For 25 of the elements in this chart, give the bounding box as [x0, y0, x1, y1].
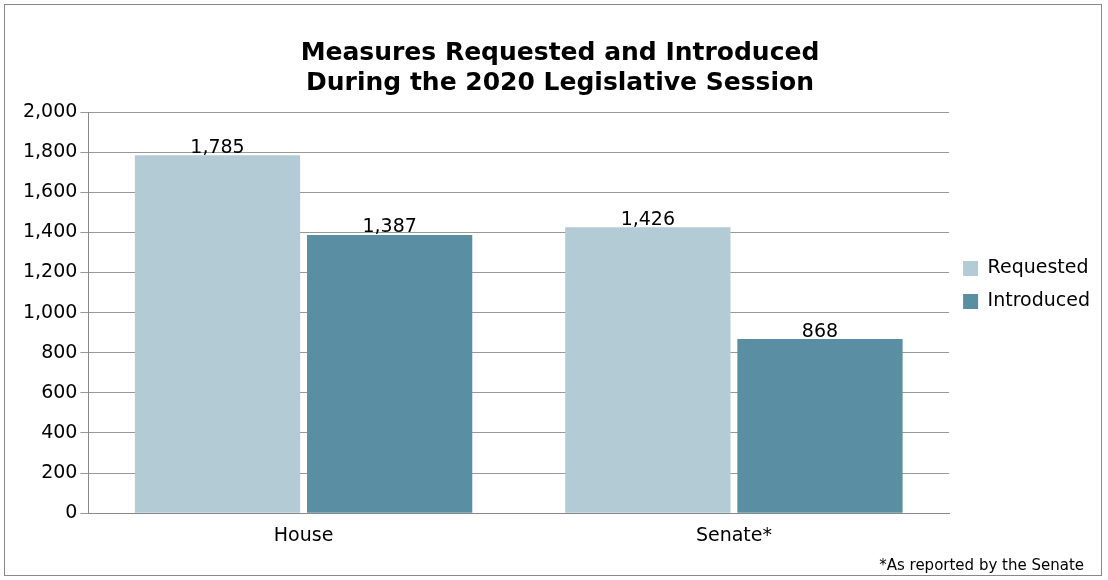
data-label: 1,387: [362, 214, 417, 237]
y-tick-label: 1,400: [22, 219, 78, 242]
chart-title: Measures Requested and Introduced During the 2020 Legislative Session: [300, 36, 820, 96]
y-tick-label: 1,200: [22, 259, 78, 282]
bar: [737, 339, 903, 513]
data-label: 1,426: [620, 206, 676, 229]
x-tick-label: House: [273, 522, 334, 545]
bar: [565, 227, 731, 513]
data-label: 1,785: [190, 134, 245, 157]
bar: [307, 234, 473, 513]
y-tick-label: 1,000: [22, 299, 78, 322]
y-tick-label: 800: [41, 339, 78, 362]
data-label: 868: [801, 318, 839, 341]
y-tick-label: 1,600: [22, 179, 78, 202]
legend-label: Requested: [987, 255, 1089, 278]
y-tick-label: 1,800: [22, 139, 78, 162]
bar: [134, 155, 301, 513]
y-tick-label: 200: [41, 460, 78, 483]
text: *As reported by the Senate: [879, 556, 1084, 574]
y-tick-label: 2,000: [22, 98, 78, 121]
y-tick-label: 400: [41, 419, 78, 442]
x-tick-label: Senate*: [695, 522, 772, 545]
y-tick-label: 0: [65, 500, 78, 523]
legend-label: Introduced: [987, 288, 1091, 311]
y-tick-label: 600: [41, 379, 78, 402]
